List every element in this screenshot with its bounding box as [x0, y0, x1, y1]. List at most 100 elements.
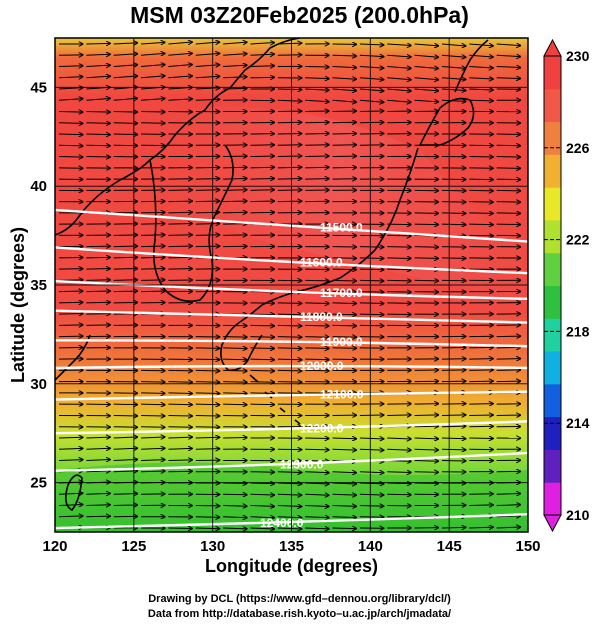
wind-arrow: [332, 78, 357, 79]
wind-arrow: [250, 359, 274, 360]
wind-arrow: [141, 415, 165, 416]
wind-arrow: [496, 505, 521, 506]
wind-arrow: [332, 292, 357, 293]
wind-arrow: [141, 448, 165, 449]
wind-arrow: [86, 516, 110, 517]
wind-arrow: [359, 44, 384, 45]
wind-arrow: [441, 224, 466, 225]
wind-arrow: [250, 528, 274, 529]
wind-arrow: [414, 460, 439, 461]
wind-arrow: [86, 437, 110, 438]
y-axis-ticks: 25 30 35 40 45: [30, 79, 47, 491]
wind-arrow: [277, 528, 302, 529]
wind-arrow: [195, 449, 220, 450]
wind-arrow: [332, 280, 357, 281]
wind-arrow: [414, 224, 439, 225]
colorbar-segment: [544, 383, 561, 418]
contour-label: 11700.0: [320, 286, 363, 300]
wind-arrow: [168, 382, 192, 383]
wind-arrow: [332, 483, 357, 484]
x-tick-label: 130: [200, 538, 225, 555]
wind-arrow: [359, 292, 384, 293]
wind-arrow: [223, 54, 247, 56]
wind-arrow: [195, 76, 220, 78]
wind-arrow: [86, 145, 110, 146]
wind-arrow: [195, 370, 220, 371]
wind-arrow: [387, 78, 411, 80]
wind-arrow: [58, 134, 83, 135]
wind-arrow: [332, 89, 357, 91]
colorbar-tick-label: 226: [566, 140, 590, 156]
colorbar-segment: [544, 449, 561, 483]
japan-hokkaido: [418, 97, 475, 146]
wind-arrow: [58, 123, 83, 124]
colorbar-segment: [544, 187, 561, 221]
wind-arrow: [223, 494, 247, 495]
wind-arrow: [414, 404, 439, 405]
wind-arrow: [168, 99, 192, 100]
wind-arrow: [414, 213, 439, 214]
wind-arrow: [305, 122, 329, 123]
colorbar-max-arrow: [543, 38, 562, 57]
wind-arrow: [86, 448, 110, 449]
wind-arrow: [250, 178, 274, 179]
wind-arrow: [496, 78, 521, 79]
wind-arrow: [441, 67, 466, 69]
wind-arrow: [441, 213, 466, 214]
colorbar-tick-label: 230: [566, 48, 590, 64]
wind-arrow: [359, 280, 384, 281]
wind-arrow: [469, 438, 493, 439]
wind-arrow: [469, 202, 493, 203]
wind-arrow: [141, 269, 165, 270]
y-tick-label: 35: [30, 277, 47, 294]
wind-arrow: [496, 347, 521, 348]
wind-arrow: [305, 156, 329, 157]
wind-arrow: [332, 449, 357, 450]
wind-arrow: [359, 472, 384, 473]
wind-arrow: [223, 370, 247, 371]
wind-arrow: [277, 314, 302, 315]
wind-arrow: [141, 53, 165, 55]
wind-arrow: [305, 314, 329, 315]
wind-arrow: [332, 145, 357, 146]
wind-arrow: [332, 505, 357, 506]
wind-arrow: [469, 505, 493, 506]
wind-arrow: [141, 437, 165, 438]
wind-arrow: [195, 88, 220, 89]
sakhalin-coast: [454, 39, 489, 93]
wind-arrow: [441, 438, 466, 439]
wind-arrow: [86, 471, 110, 472]
wind-arrow: [305, 528, 329, 529]
wind-arrow: [414, 472, 439, 473]
wind-arrow: [58, 66, 83, 67]
wind-arrow: [277, 190, 302, 191]
colorbar-tick-label: 218: [566, 323, 590, 339]
wind-arrow: [277, 460, 302, 461]
wind-arrow: [250, 494, 274, 495]
wind-arrow: [359, 438, 384, 439]
wind-arrow: [141, 280, 165, 281]
wind-arrow: [332, 438, 357, 439]
wind-arrow: [387, 415, 411, 416]
wind-arrow: [168, 235, 192, 236]
wind-arrow: [469, 224, 493, 225]
wind-arrow: [277, 43, 302, 44]
wind-arrow: [168, 53, 192, 55]
wind-arrow: [250, 370, 274, 371]
wind-arrow: [305, 337, 329, 338]
wind-arrow: [496, 494, 521, 495]
wind-arrow: [359, 67, 384, 69]
wind-arrow: [387, 111, 411, 112]
y-tick-label: 25: [30, 475, 47, 492]
wind-arrow: [250, 167, 274, 168]
contour-label: 11900.0: [320, 335, 363, 349]
wind-arrow: [469, 100, 493, 101]
wind-arrow: [195, 437, 220, 438]
wind-arrow: [332, 494, 357, 495]
wind-arrow: [86, 54, 110, 55]
wind-arrow: [496, 168, 521, 169]
wind-arrow: [441, 381, 466, 382]
x-axis-ticks: 120 125 130 135 140 145 150: [42, 538, 540, 555]
contour-label: 12000.0: [300, 359, 344, 373]
wind-arrow: [441, 89, 466, 90]
